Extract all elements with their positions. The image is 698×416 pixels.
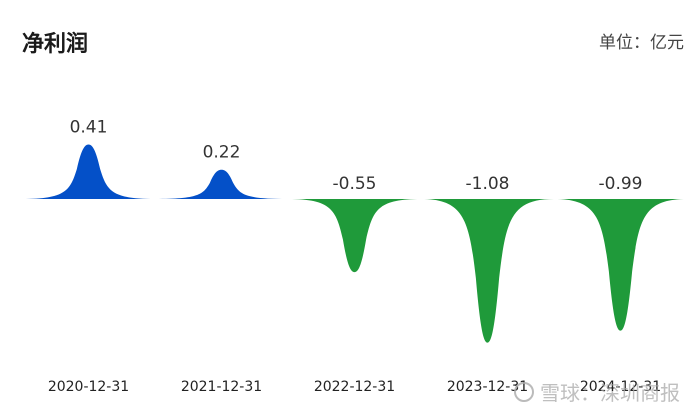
x-tick-label: 2023-12-31 — [447, 379, 528, 395]
x-tick-label: 2021-12-31 — [181, 379, 262, 395]
value-peak-2023-12-31 — [421, 199, 554, 343]
unit-label: 单位：亿元 — [599, 33, 684, 53]
x-tick-label: 2020-12-31 — [48, 379, 129, 395]
value-peak-2020-12-31 — [22, 144, 155, 199]
data-label: -1.08 — [466, 174, 510, 194]
value-peak-2021-12-31 — [155, 169, 288, 199]
watermark: 雪球：深圳商报 — [514, 377, 680, 406]
data-label: 0.41 — [70, 117, 108, 137]
data-label: 0.22 — [203, 143, 241, 163]
value-peak-2022-12-31 — [288, 199, 421, 273]
data-label: -0.55 — [333, 174, 377, 194]
data-label: -0.99 — [599, 174, 643, 194]
value-peak-2024-12-31 — [554, 199, 687, 331]
x-tick-label: 2022-12-31 — [314, 379, 395, 395]
watermark-text: 雪球：深圳商报 — [540, 381, 680, 405]
chart-title: 净利润 — [22, 32, 89, 57]
snowball-logo-icon — [514, 381, 534, 402]
x-tick-label: 2024-12-31 — [580, 379, 661, 395]
